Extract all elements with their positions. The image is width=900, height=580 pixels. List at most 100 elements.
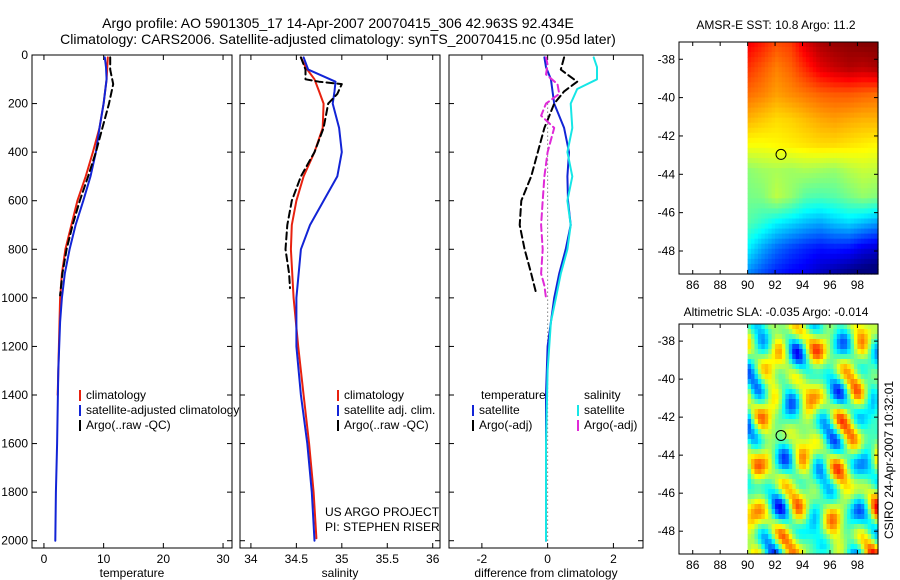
map-cell: [826, 394, 831, 400]
map-cell: [764, 82, 769, 88]
map-cell: [843, 147, 848, 154]
map-cell: [860, 349, 865, 355]
map-cell: [788, 57, 793, 63]
map-cell: [778, 142, 783, 149]
map-cell: [826, 514, 831, 520]
map-cell: [823, 374, 828, 380]
map-cell: [788, 87, 793, 94]
map-cell: [853, 329, 859, 335]
map-cell: [775, 42, 780, 48]
map-cell: [843, 394, 848, 400]
map-cell: [795, 434, 800, 440]
map-cell: [836, 92, 841, 99]
map-cell: [819, 534, 824, 540]
map-cell: [850, 97, 855, 104]
map-cell: [847, 42, 852, 48]
map-cell: [775, 539, 780, 545]
map-cell: [771, 97, 776, 104]
map-cell: [829, 243, 834, 250]
map-cell: [860, 444, 865, 450]
map-cell: [799, 484, 804, 490]
map-cell: [792, 389, 797, 395]
map-cell: [757, 208, 762, 215]
map-cell: [792, 324, 797, 330]
map-cell: [833, 344, 838, 350]
map-cell: [829, 258, 834, 265]
map-cell: [812, 379, 817, 385]
map-cell: [785, 183, 790, 189]
map-cell: [819, 112, 824, 119]
y-tick-label: 1600: [1, 437, 28, 451]
map-cell: [785, 389, 790, 395]
map-cell: [823, 354, 828, 360]
map-cell: [785, 173, 790, 179]
map-cell: [747, 183, 752, 189]
map-cell: [771, 92, 776, 99]
map-cell: [816, 379, 821, 385]
map-cell: [816, 369, 821, 375]
map-cell: [754, 218, 759, 225]
map-cell: [799, 344, 804, 350]
map-cell: [778, 152, 783, 159]
map-cell: [795, 459, 800, 465]
map-cell: [768, 203, 773, 210]
map-cell: [864, 534, 869, 540]
map-cell: [850, 509, 855, 515]
map-cell: [874, 122, 879, 129]
map-cell: [867, 117, 872, 124]
map-cell: [785, 198, 790, 204]
map-cell: [850, 359, 855, 365]
map-cell: [853, 439, 859, 445]
map-cell: [802, 193, 807, 199]
map-cell: [857, 544, 862, 550]
map-cell: [847, 127, 852, 134]
map-cell: [826, 369, 831, 375]
map-cell: [867, 228, 872, 235]
map-cell: [802, 152, 807, 159]
x-tick-label: 96: [823, 278, 837, 292]
map-cell: [747, 499, 752, 505]
map-cell: [823, 454, 828, 460]
map-cell: [795, 132, 800, 139]
map-cell: [823, 334, 828, 340]
map-cell: [761, 208, 766, 215]
map-cell: [829, 107, 834, 114]
map-cell: [874, 97, 879, 104]
map-cell: [874, 77, 879, 83]
map-cell: [788, 519, 793, 525]
map-cell: [864, 399, 869, 405]
map-cell: [840, 339, 845, 345]
map-cell: [764, 469, 769, 475]
map-cell: [840, 117, 845, 124]
map-cell: [833, 394, 838, 400]
map-cell: [826, 549, 831, 555]
map-cell: [747, 439, 752, 445]
map-cell: [816, 484, 821, 490]
map-cell: [812, 122, 817, 129]
map-cell: [764, 409, 769, 415]
map-cell: [795, 354, 800, 360]
map-cell: [874, 203, 879, 210]
map-cell: [819, 52, 824, 58]
map-cell: [812, 268, 817, 275]
map-cell: [874, 524, 879, 530]
map-cell: [751, 329, 756, 335]
map-cell: [860, 137, 865, 144]
map-cell: [864, 142, 869, 149]
map-cell: [751, 158, 756, 164]
map-cell: [757, 464, 762, 470]
map-cell: [874, 479, 879, 485]
map-cell: [781, 57, 786, 63]
map-cell: [853, 354, 859, 360]
map-cell: [819, 359, 824, 365]
map-cell: [799, 509, 804, 515]
map-cell: [826, 47, 831, 53]
map-cell: [864, 152, 869, 159]
map-cell: [754, 168, 759, 174]
map-cell: [809, 444, 814, 450]
map-cell: [788, 364, 793, 370]
map-cell: [826, 484, 831, 490]
map-cell: [864, 509, 869, 515]
map-cell: [775, 132, 780, 139]
map-cell: [836, 47, 841, 53]
